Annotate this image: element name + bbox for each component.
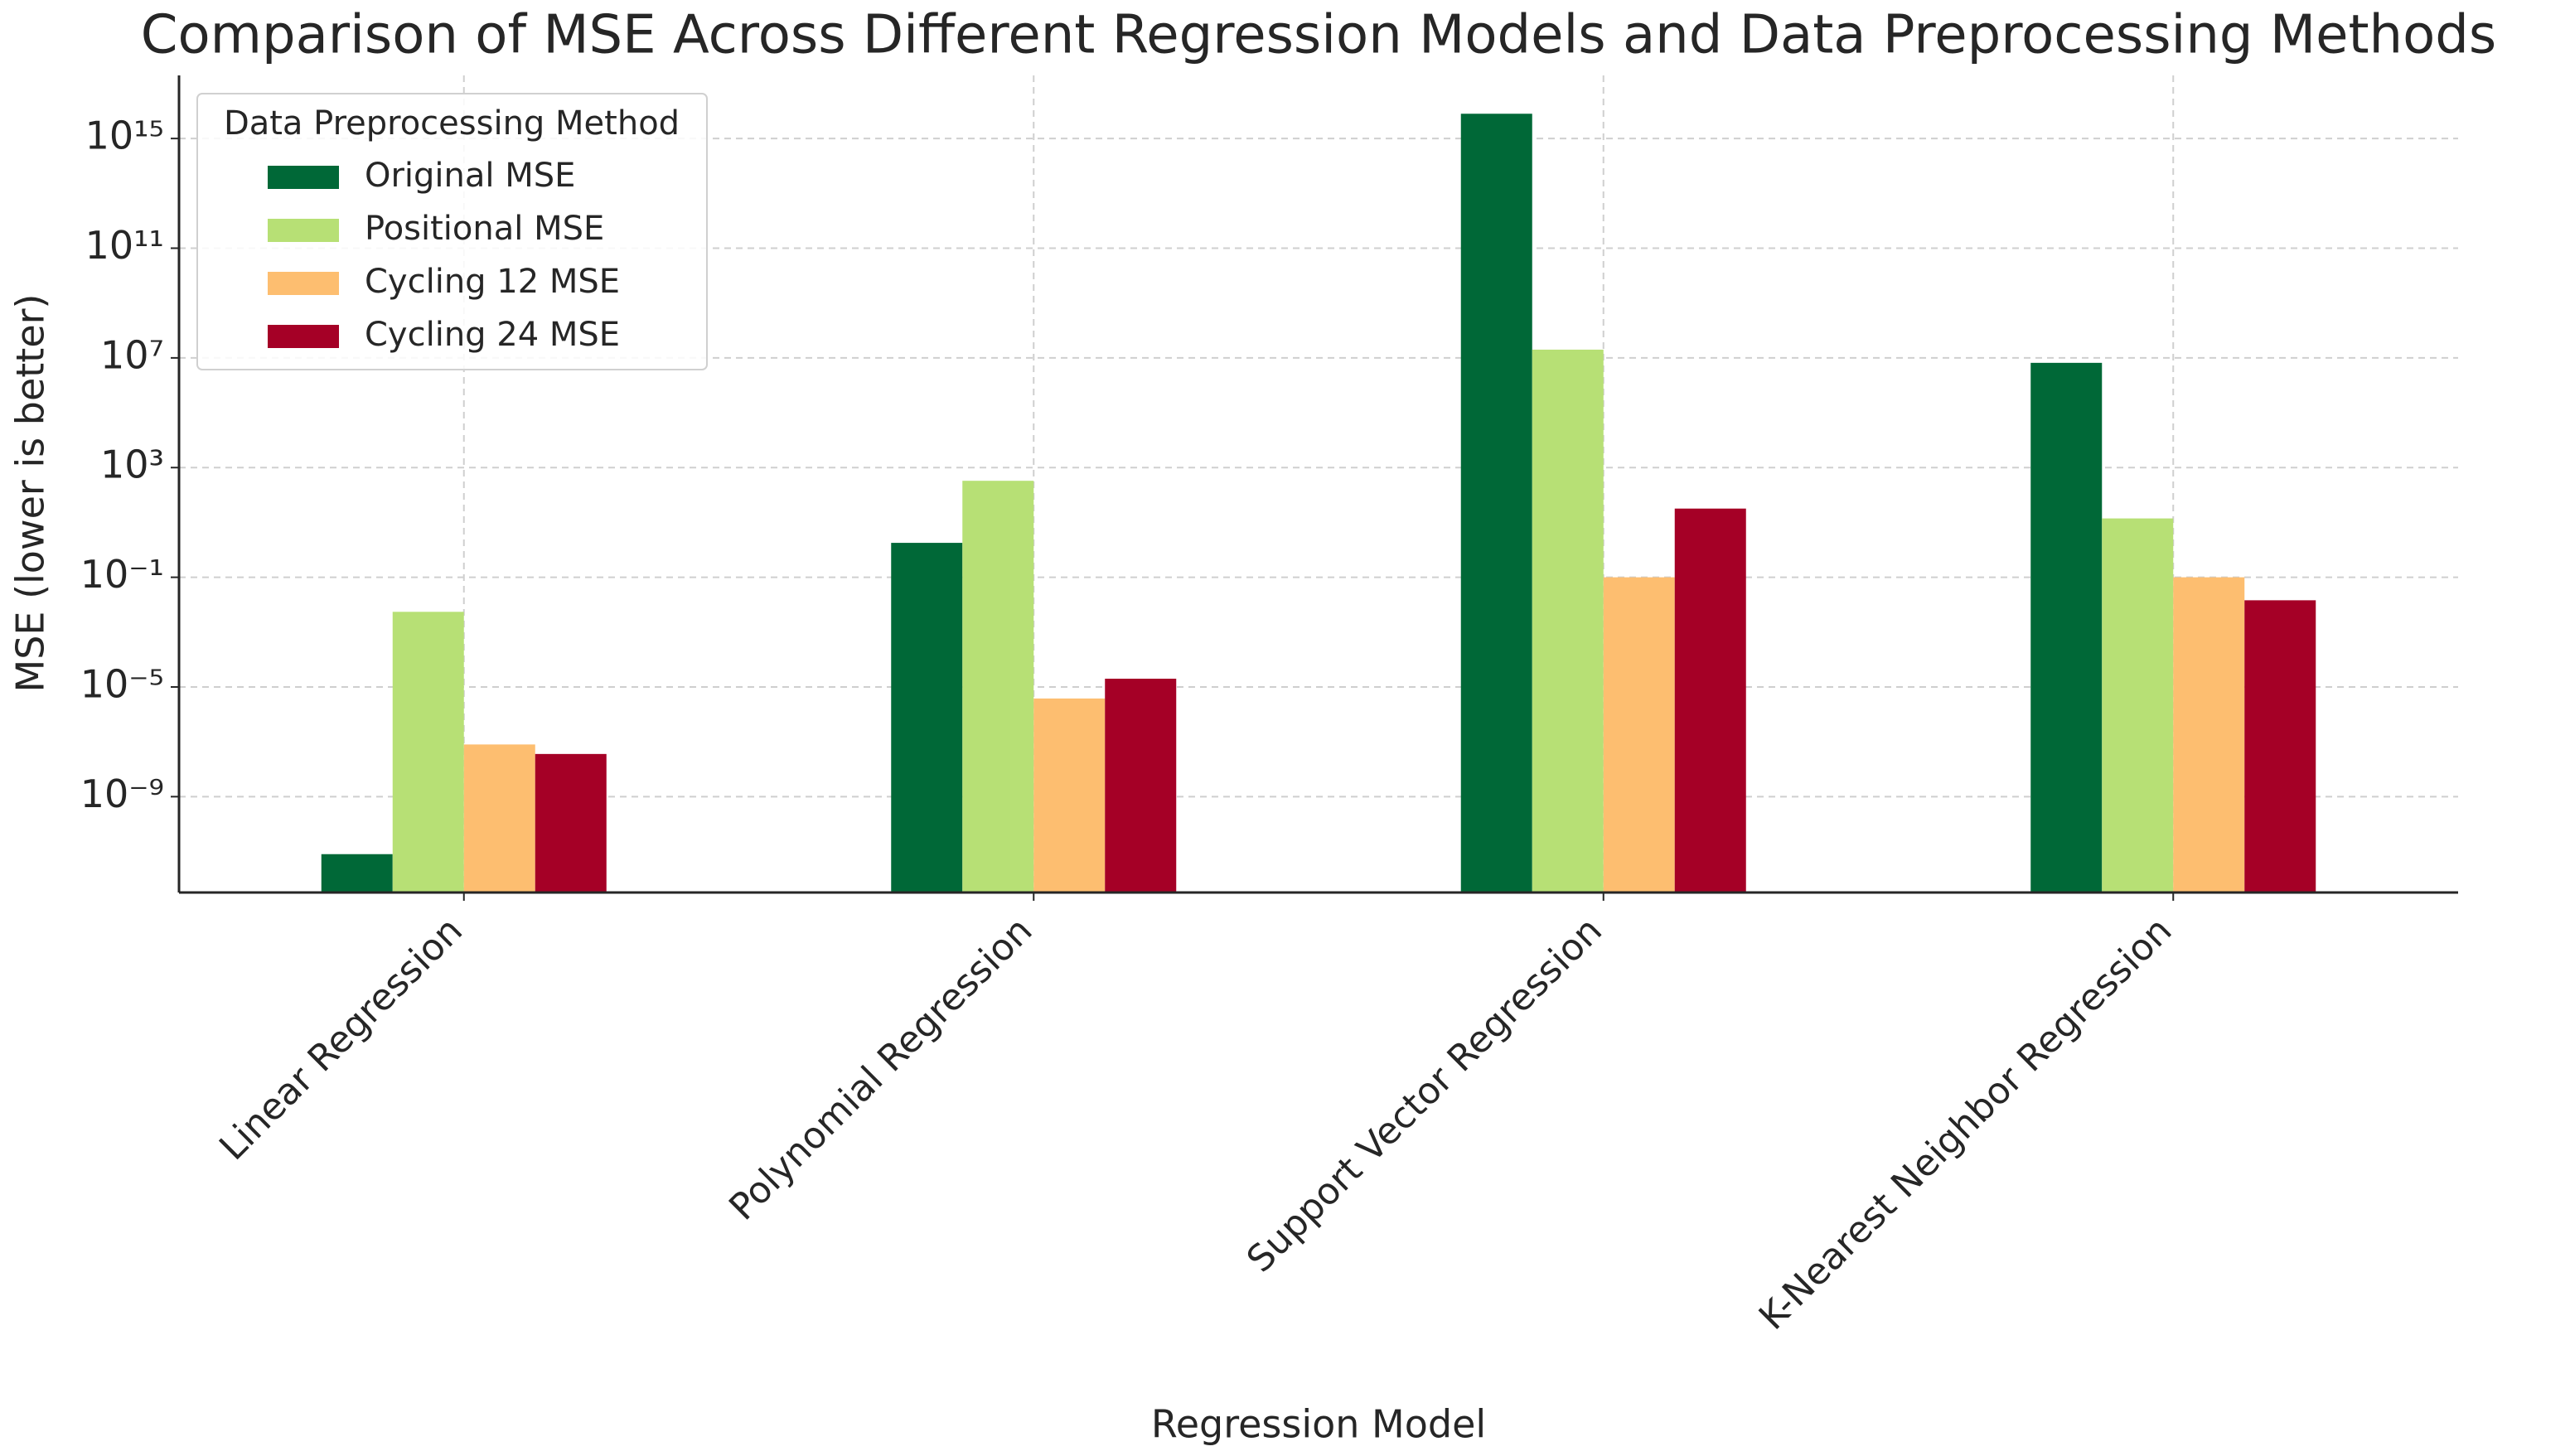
- bar: [1603, 577, 1675, 892]
- legend-label: Positional MSE: [365, 210, 604, 248]
- legend-swatch: [268, 272, 339, 295]
- legend-label: Cycling 24 MSE: [365, 316, 620, 354]
- legend-box: [196, 93, 708, 370]
- bar: [1033, 698, 1106, 892]
- bar: [962, 481, 1034, 892]
- x-tick-label: Polynomial Regression: [721, 909, 1040, 1228]
- y-tick-label: 10⁻¹: [80, 552, 164, 597]
- y-axis-label: MSE (lower is better): [8, 293, 53, 692]
- legend-label: Cycling 12 MSE: [365, 263, 620, 301]
- bar: [2102, 518, 2174, 892]
- y-tick-label: 10¹⁵: [85, 114, 164, 158]
- x-tick-label: Support Vector Regression: [1239, 909, 1610, 1280]
- bar: [2173, 577, 2245, 892]
- legend-title: Data Preprocessing Method: [224, 104, 680, 143]
- y-tick-label: 10³: [100, 443, 164, 487]
- legend-swatch: [268, 166, 339, 189]
- bar: [535, 753, 607, 892]
- legend: Data Preprocessing Method Original MSE Pos…: [196, 93, 708, 370]
- chart-title: Comparison of MSE Across Different Regre…: [141, 5, 2496, 66]
- y-tick-label: 10⁻⁹: [80, 772, 164, 816]
- legend-swatch: [268, 325, 339, 348]
- bar: [1105, 679, 1177, 892]
- x-tick-label: Linear Regression: [211, 909, 471, 1168]
- bar: [1532, 349, 1604, 893]
- bar: [463, 744, 535, 892]
- y-tick-label: 10⁷: [100, 332, 164, 377]
- x-tick-label: K-Nearest Neighbor Regression: [1751, 909, 2180, 1338]
- bar: [392, 612, 464, 892]
- bar: [1460, 114, 1532, 893]
- bar: [321, 854, 393, 892]
- bar: [1674, 508, 1746, 892]
- x-axis-label: Regression Model: [1151, 1402, 1486, 1447]
- bar: [891, 543, 963, 892]
- bar: [2244, 600, 2316, 892]
- y-tick-label: 10¹¹: [85, 223, 164, 268]
- bar-layer: [321, 114, 2316, 893]
- legend-swatch: [268, 219, 339, 242]
- y-tick-label: 10⁻⁵: [80, 661, 164, 706]
- legend-label: Original MSE: [365, 157, 575, 195]
- bar: [2030, 362, 2103, 893]
